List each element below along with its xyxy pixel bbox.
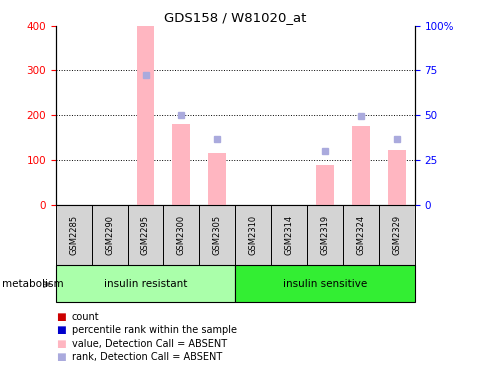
Text: GSM2295: GSM2295 (141, 215, 150, 255)
Text: percentile rank within the sample: percentile rank within the sample (72, 325, 236, 335)
Text: GSM2314: GSM2314 (284, 215, 293, 255)
Text: value, Detection Call = ABSENT: value, Detection Call = ABSENT (72, 339, 227, 349)
Bar (316, 165, 333, 205)
Text: metabolism: metabolism (2, 279, 64, 290)
Text: insulin sensitive: insulin sensitive (282, 279, 366, 289)
Bar (342, 205, 378, 265)
Text: ■: ■ (56, 339, 65, 349)
Bar (163, 205, 199, 265)
Bar (351, 127, 369, 205)
Text: GSM2319: GSM2319 (320, 215, 329, 255)
Bar (136, 26, 154, 205)
Bar (235, 265, 414, 302)
Text: ■: ■ (56, 325, 65, 335)
Text: GSM2300: GSM2300 (177, 215, 185, 255)
Text: GSM2329: GSM2329 (392, 215, 400, 255)
Text: GSM2305: GSM2305 (212, 215, 221, 255)
Text: rank, Detection Call = ABSENT: rank, Detection Call = ABSENT (72, 352, 222, 362)
Bar (56, 205, 91, 265)
Title: GDS158 / W81020_at: GDS158 / W81020_at (164, 11, 306, 25)
Text: ■: ■ (56, 311, 65, 322)
Bar (127, 205, 163, 265)
Bar (199, 205, 235, 265)
Text: GSM2285: GSM2285 (69, 215, 78, 255)
Text: ■: ■ (56, 352, 65, 362)
Bar (172, 124, 190, 205)
Text: GSM2310: GSM2310 (248, 215, 257, 255)
Bar (56, 265, 235, 302)
Text: insulin resistant: insulin resistant (104, 279, 187, 289)
Bar (387, 150, 405, 205)
Bar (271, 205, 306, 265)
Bar (91, 205, 127, 265)
Bar (306, 205, 342, 265)
Text: GSM2324: GSM2324 (356, 215, 364, 255)
Bar (378, 205, 414, 265)
Text: GSM2290: GSM2290 (105, 215, 114, 255)
Text: count: count (72, 311, 99, 322)
Bar (208, 153, 226, 205)
Bar (235, 205, 271, 265)
